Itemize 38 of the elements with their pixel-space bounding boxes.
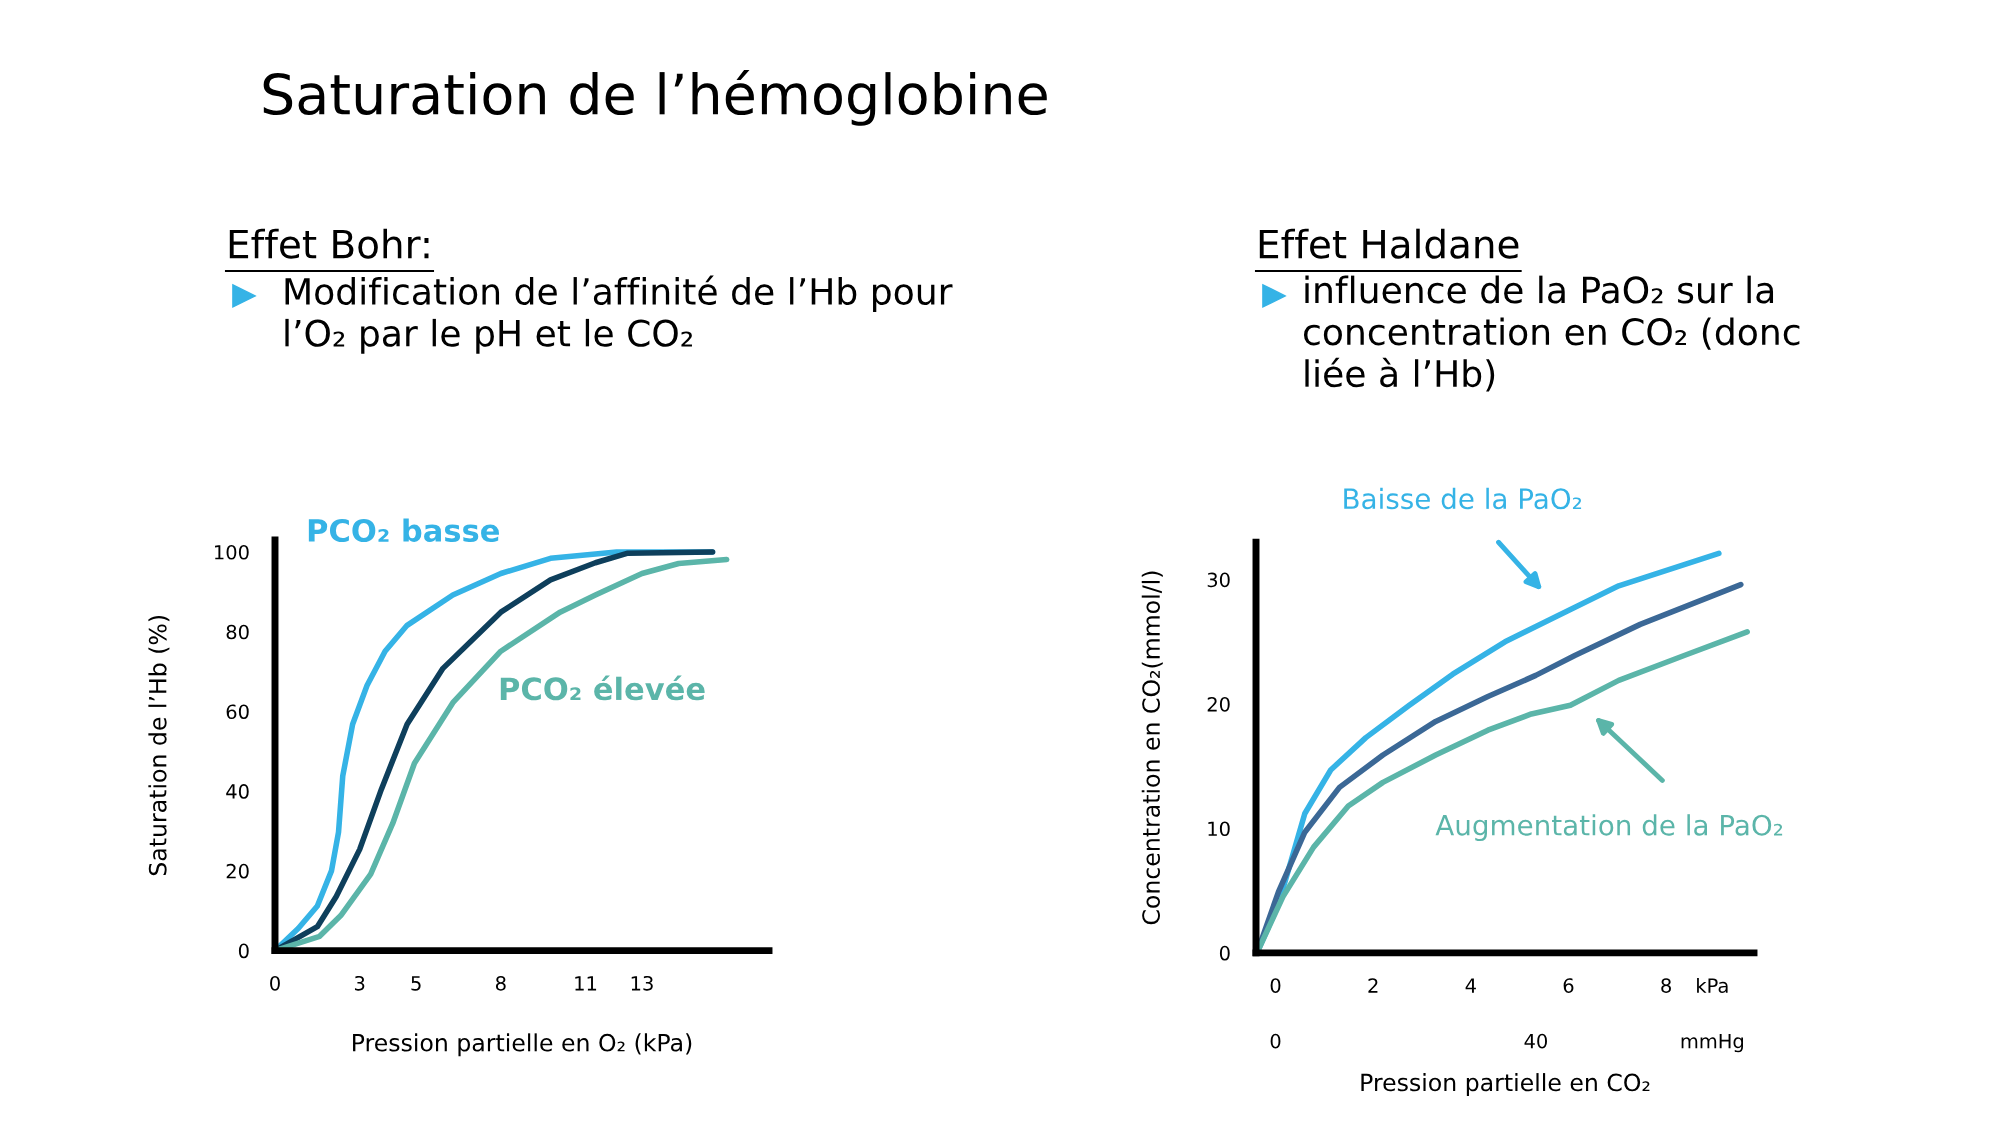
x-tick-label: 13 — [631, 975, 653, 991]
y-tick-label: 40 — [226, 784, 249, 799]
text: Saturation de l’hémoglobine — [263, 69, 1047, 126]
annotation: Augmentation de la PaO₂ — [1435, 814, 1783, 842]
x2-tick-label: 40 — [1524, 1033, 1547, 1049]
x-axis-title: Pression partielle en O₂ (kPa) — [353, 1033, 692, 1057]
y-axis-title: Saturation de l’Hb (%) — [148, 615, 170, 876]
x-axis-title: Pression partielle en CO₂ — [1361, 1073, 1650, 1096]
chart-title: Effet Bohr: — [229, 228, 429, 259]
x-tick-label: 4 — [1465, 978, 1476, 993]
y-tick-label: 30 — [1207, 572, 1230, 588]
x-tick-label: 5 — [411, 976, 421, 991]
y-tick-label: 20 — [226, 863, 249, 879]
chart-subtitle: Modification de l’affinité de l’Hb pour l’O₂ par le pH et le CO₂ — [285, 275, 953, 354]
x-tick-label: 3 — [354, 975, 365, 991]
chart-title: Effet Haldane — [1259, 228, 1519, 259]
x-tick-label: 0 — [270, 975, 280, 991]
x-tick-label: 2 — [1368, 978, 1378, 993]
y-tick-label: 100 — [215, 544, 249, 560]
x-tick-label: 0 — [1270, 978, 1281, 993]
y-tick-label: 60 — [226, 704, 249, 720]
x-tick-label: 11 — [575, 976, 597, 991]
x-tick-label: 8 — [1661, 978, 1671, 993]
chart-subtitle: influence de la PaO₂ sur la concentration en CO₂ (donc liée à l’Hb) — [1303, 275, 1800, 392]
y-tick-label: 20 — [1207, 696, 1230, 712]
x2-tick-label: 0 — [1270, 1033, 1281, 1049]
x-tick-label: 6 — [1563, 978, 1574, 993]
series-label: PCO₂ basse — [308, 518, 499, 543]
text: Baisse de la PaO₂ — [1344, 487, 1582, 510]
series-label: PCO₂ élevée — [500, 675, 705, 701]
text: mmHg — [1681, 1034, 1743, 1053]
text: kPa — [1697, 977, 1728, 993]
y-axis-title: Concentration en CO₂(mmol/l) — [1141, 571, 1163, 925]
y-tick-label: 0 — [1219, 945, 1230, 961]
y-tick-label: 80 — [226, 624, 249, 640]
x-tick-label: 8 — [495, 975, 506, 991]
y-tick-label: 0 — [238, 943, 249, 959]
y-tick-label: 10 — [1208, 821, 1230, 837]
